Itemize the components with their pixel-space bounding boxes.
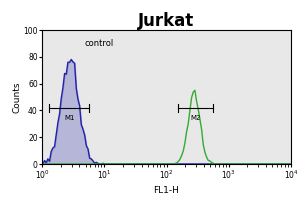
X-axis label: FL1-H: FL1-H xyxy=(154,186,179,195)
Text: control: control xyxy=(84,39,114,48)
Y-axis label: Counts: Counts xyxy=(13,81,22,113)
Text: M1: M1 xyxy=(64,115,75,121)
Title: Jurkat: Jurkat xyxy=(138,12,195,30)
Text: M2: M2 xyxy=(190,115,201,121)
